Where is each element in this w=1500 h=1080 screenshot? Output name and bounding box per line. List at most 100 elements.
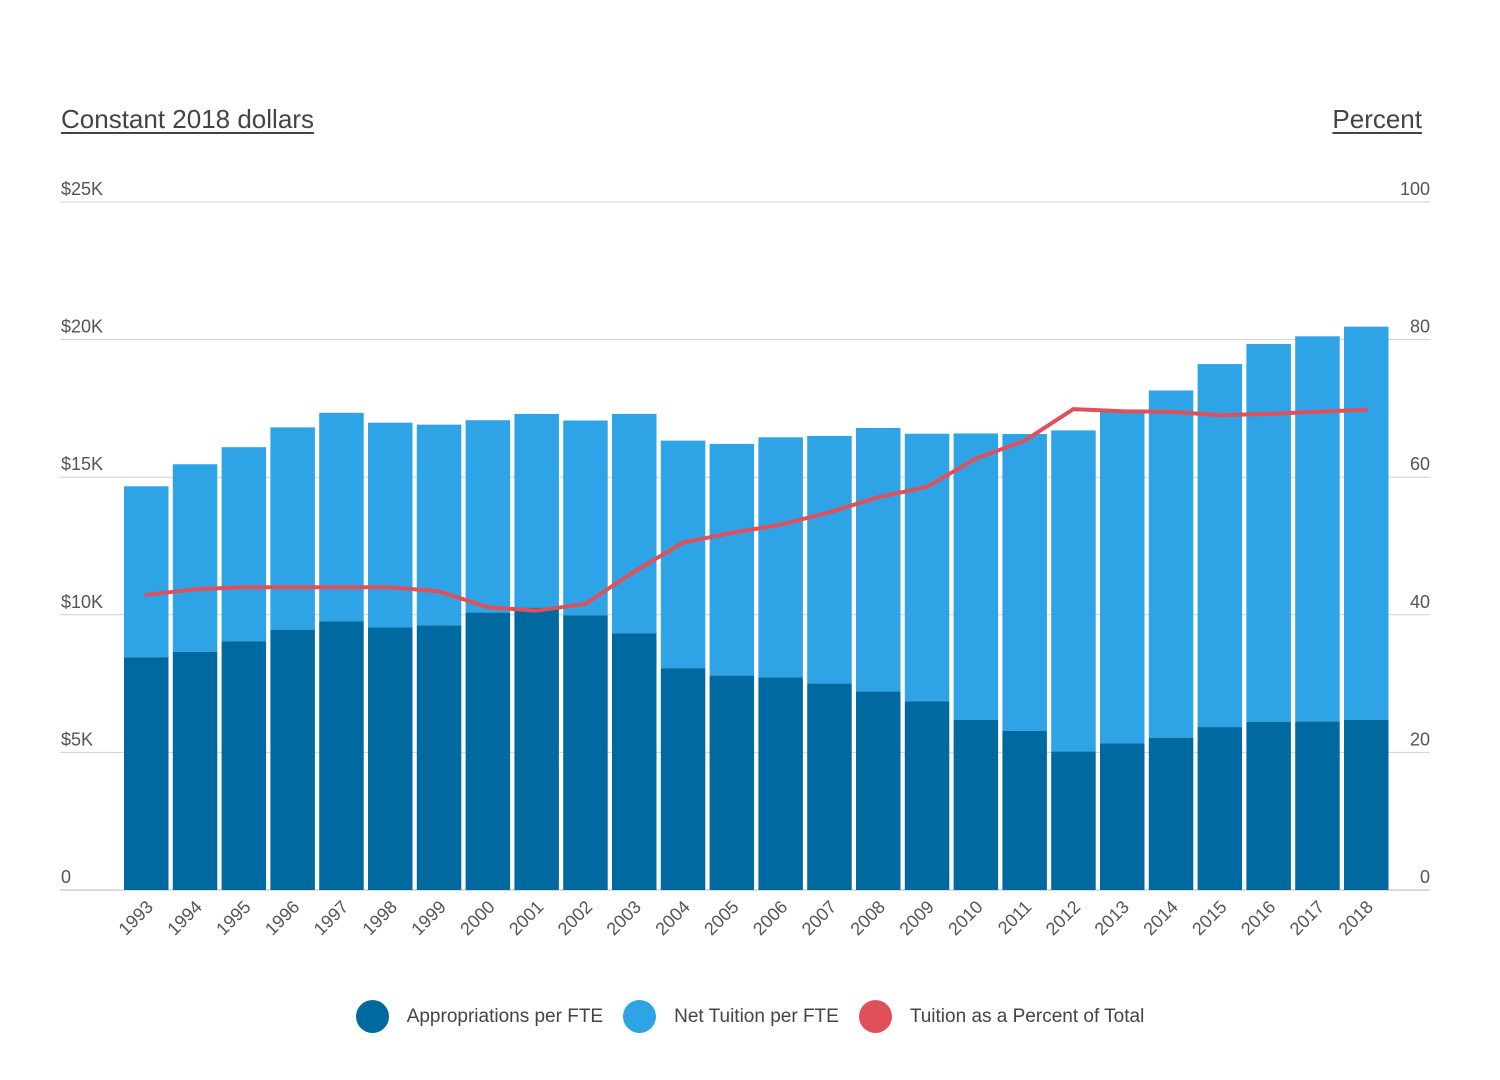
legend-swatch-percent-total bbox=[858, 1000, 892, 1033]
left-tick-label: $15K bbox=[61, 454, 103, 474]
bar-net-tuition bbox=[758, 437, 803, 678]
bar-appropriations bbox=[953, 719, 999, 890]
left-tick-label: $5K bbox=[61, 729, 93, 749]
bar-appropriations bbox=[416, 625, 462, 890]
bar-net-tuition bbox=[563, 420, 608, 616]
bar-net-tuition bbox=[172, 464, 218, 652]
bars bbox=[124, 326, 1389, 890]
bar-net-tuition bbox=[319, 412, 364, 622]
bar-appropriations bbox=[319, 621, 364, 890]
bar-appropriations bbox=[856, 691, 901, 890]
bar-appropriations bbox=[1197, 727, 1243, 890]
x-tick-label: 2017 bbox=[1286, 897, 1328, 939]
left-tick-label: $10K bbox=[61, 592, 103, 612]
percent-line-layer bbox=[144, 407, 1369, 613]
x-tick-label: 2016 bbox=[1237, 897, 1279, 939]
bar-appropriations bbox=[709, 675, 755, 890]
bar-net-tuition bbox=[807, 435, 852, 684]
legend-item-percent-total: Tuition as a Percent of Total bbox=[858, 1000, 1145, 1033]
x-tick-label: 2015 bbox=[1188, 897, 1230, 939]
bar-net-tuition bbox=[1051, 430, 1096, 752]
legend-label-appropriations: Appropriations per FTE bbox=[406, 1005, 604, 1027]
left-axis-ticks: 0 $5K $10K $15K $20K $25K bbox=[61, 179, 103, 887]
bar-appropriations bbox=[465, 612, 511, 890]
left-tick-label: $20K bbox=[61, 317, 103, 337]
bar-appropriations bbox=[514, 607, 559, 890]
x-tick-label: 1995 bbox=[212, 897, 254, 939]
legend-swatch-appropriations bbox=[355, 1000, 389, 1033]
bar-appropriations bbox=[1051, 751, 1096, 890]
bar-appropriations bbox=[758, 677, 803, 890]
bar-net-tuition bbox=[660, 440, 706, 669]
legend-label-percent-total: Tuition as a Percent of Total bbox=[909, 1005, 1145, 1027]
bar-appropriations bbox=[1246, 721, 1291, 890]
x-tick-label: 2006 bbox=[749, 897, 791, 939]
x-tick-label: 2005 bbox=[700, 897, 742, 939]
right-tick-label: 0 bbox=[1420, 867, 1430, 887]
left-tick-label: 0 bbox=[61, 867, 71, 887]
x-tick-label: 1993 bbox=[115, 897, 157, 939]
bar-net-tuition bbox=[1100, 411, 1145, 744]
x-tick-label: 2011 bbox=[994, 897, 1036, 939]
bar-appropriations bbox=[660, 668, 706, 890]
x-tick-label: 2009 bbox=[895, 897, 937, 939]
x-tick-label: 2010 bbox=[944, 897, 986, 939]
bar-appropriations bbox=[172, 651, 218, 890]
bar-net-tuition bbox=[124, 486, 169, 658]
left-tick-label: $25K bbox=[61, 179, 103, 199]
bar-appropriations bbox=[612, 633, 657, 890]
bar-appropriations bbox=[124, 657, 169, 890]
bar-appropriations bbox=[807, 683, 852, 890]
x-tick-label: 2000 bbox=[456, 897, 498, 939]
legend-item-appropriations: Appropriations per FTE bbox=[355, 1000, 604, 1033]
x-tick-label: 2013 bbox=[1091, 897, 1133, 939]
bar-appropriations bbox=[270, 629, 315, 890]
bar-net-tuition bbox=[514, 413, 559, 608]
x-tick-label: 2007 bbox=[798, 897, 840, 939]
x-tick-label: 2004 bbox=[651, 897, 693, 939]
bar-net-tuition bbox=[1197, 364, 1243, 728]
x-tick-label: 2014 bbox=[1139, 897, 1181, 939]
x-tick-label: 1994 bbox=[163, 897, 205, 939]
right-tick-label: 40 bbox=[1410, 592, 1430, 612]
x-tick-label: 2002 bbox=[554, 897, 596, 939]
x-tick-label: 2003 bbox=[603, 897, 645, 939]
bar-net-tuition bbox=[904, 433, 950, 702]
x-tick-label: 1996 bbox=[261, 897, 303, 939]
bar-net-tuition bbox=[465, 420, 511, 613]
bar-appropriations bbox=[563, 615, 608, 890]
legend-item-net-tuition: Net Tuition per FTE bbox=[623, 1000, 839, 1033]
bar-net-tuition bbox=[270, 427, 315, 630]
x-tick-label: 1999 bbox=[407, 897, 449, 939]
bar-net-tuition bbox=[953, 433, 999, 720]
bar-net-tuition bbox=[1002, 433, 1047, 731]
bar-net-tuition bbox=[368, 422, 413, 628]
legend-swatch-net-tuition bbox=[623, 1000, 657, 1033]
bar-net-tuition bbox=[612, 413, 657, 634]
right-axis-title: Percent bbox=[1332, 104, 1422, 134]
legend: Appropriations per FTE Net Tuition per F… bbox=[0, 1000, 1500, 1033]
bar-net-tuition bbox=[1295, 336, 1340, 722]
left-axis-title: Constant 2018 dollars bbox=[61, 104, 314, 134]
bar-net-tuition bbox=[1344, 326, 1389, 720]
x-tick-label: 2012 bbox=[1042, 897, 1084, 939]
x-tick-label: 2001 bbox=[505, 897, 547, 939]
bar-net-tuition bbox=[1148, 390, 1194, 738]
right-tick-label: 60 bbox=[1410, 454, 1430, 474]
right-tick-label: 100 bbox=[1400, 179, 1430, 199]
x-tick-label: 2018 bbox=[1335, 897, 1377, 939]
right-axis-ticks: 0 20 40 60 80 100 bbox=[1400, 179, 1430, 887]
bar-net-tuition bbox=[221, 447, 267, 642]
x-tick-label: 1998 bbox=[359, 897, 401, 939]
right-tick-label: 20 bbox=[1410, 729, 1430, 749]
bar-net-tuition bbox=[709, 443, 755, 676]
bar-appropriations bbox=[1100, 743, 1145, 890]
bar-appropriations bbox=[1344, 719, 1389, 890]
x-tick-label: 2008 bbox=[847, 897, 889, 939]
bar-appropriations bbox=[1148, 737, 1194, 890]
bar-appropriations bbox=[368, 627, 413, 890]
bar-net-tuition bbox=[1246, 344, 1291, 722]
x-tick-label: 1997 bbox=[310, 897, 352, 939]
percent-line bbox=[144, 407, 1369, 613]
